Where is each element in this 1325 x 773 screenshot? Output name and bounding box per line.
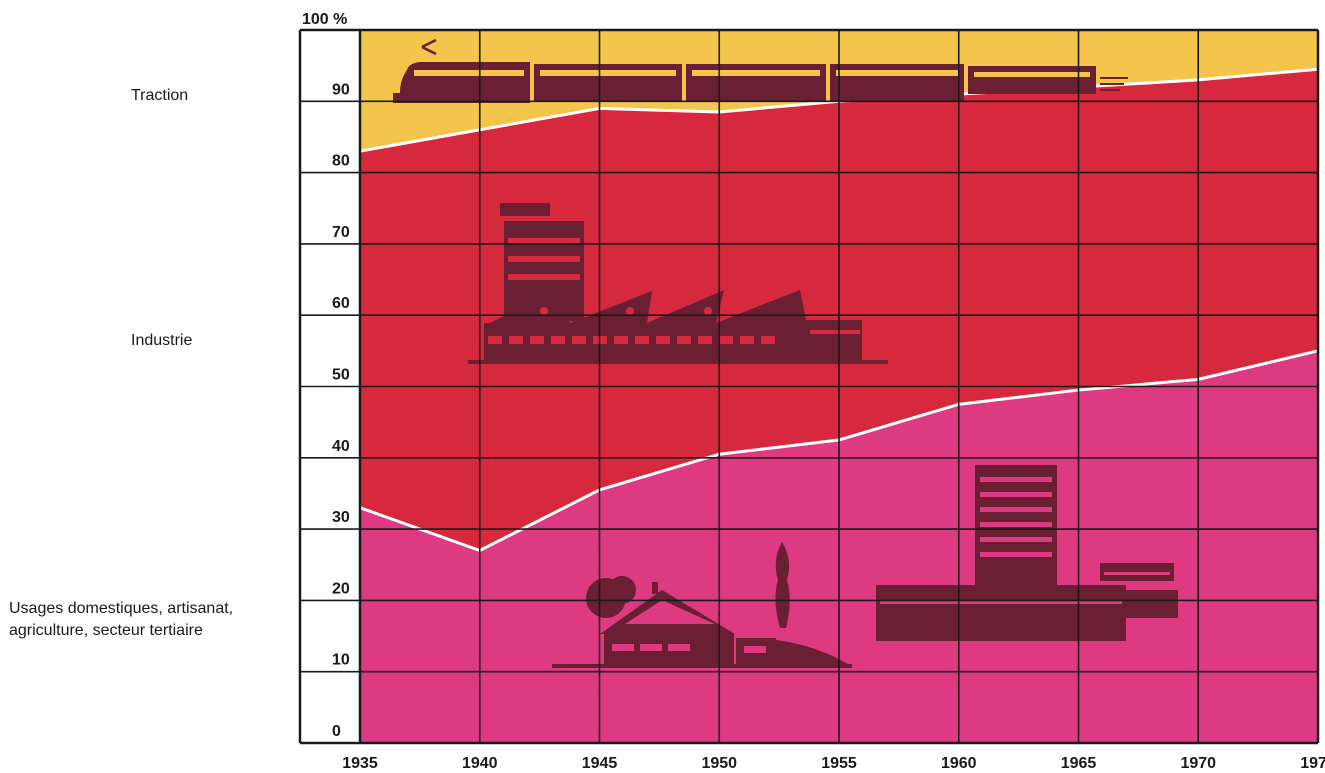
y-tick-label: 30 (332, 509, 350, 526)
x-tick-label: 1960 (941, 755, 977, 772)
x-tick-label: 1965 (1061, 755, 1097, 772)
pictograms (393, 38, 1178, 668)
x-tick-label: 1935 (342, 755, 378, 772)
y-axis-ticks: 0 10 20 30 40 50 60 70 80 90 100 % (302, 11, 350, 740)
y-tick-label: 40 (332, 438, 350, 455)
y-tick-label: 90 (332, 81, 350, 98)
y-tick-label: 50 (332, 367, 350, 384)
y-tick-label: 60 (332, 295, 350, 312)
x-tick-label: 1970 (1180, 755, 1216, 772)
x-tick-label: 1950 (701, 755, 737, 772)
y-tick-label: 80 (332, 153, 350, 170)
chart-grid (298, 28, 1320, 745)
x-axis-ticks: 1935 1940 1945 1950 1955 1960 1965 1970 1975 (342, 755, 1325, 772)
y-tick-label: 0 (332, 723, 341, 740)
x-tick-label: 1975 (1300, 755, 1325, 772)
traction-label: Traction (131, 87, 189, 104)
y-tick-label: 70 (332, 224, 350, 241)
office-building-icon (876, 465, 1178, 641)
y-tick-label: 20 (332, 580, 350, 597)
domestic-label-line2: agriculture, secteur tertiaire (9, 622, 203, 639)
y-tick-label: 10 (332, 652, 350, 669)
y-tick-label: 100 % (302, 11, 347, 28)
x-tick-label: 1940 (462, 755, 498, 772)
domestic-label-line1: Usages domestiques, artisanat, (9, 600, 234, 617)
industrie-label: Industrie (131, 332, 193, 349)
factory-icon (468, 203, 888, 364)
domestic-label: Usages domestiques, artisanat, agricultu… (9, 598, 299, 642)
house-icon (552, 542, 852, 668)
train-icon (393, 38, 1128, 103)
x-tick-label: 1945 (582, 755, 618, 772)
x-tick-label: 1955 (821, 755, 857, 772)
